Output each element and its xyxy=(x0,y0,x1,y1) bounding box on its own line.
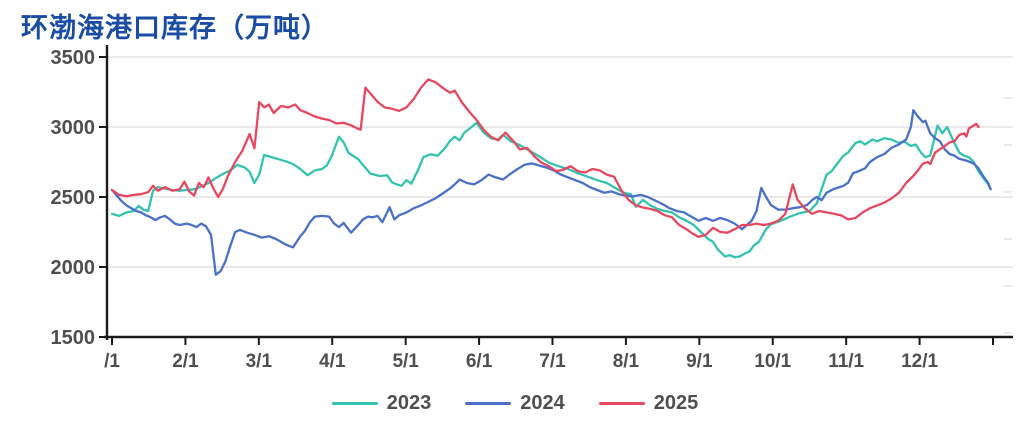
x-tick-label: 12/1 xyxy=(901,351,938,372)
y-tick-label: 3000 xyxy=(51,117,96,139)
x-tick-label: 11/1 xyxy=(828,351,864,372)
x-tick-label: 9/1 xyxy=(686,351,713,372)
legend-item-2023: 2023 xyxy=(331,392,432,415)
legend-line-swatch-2025-icon xyxy=(598,402,645,405)
x-tick-label: 4/1 xyxy=(319,351,346,372)
x-tick-label: 8/1 xyxy=(613,351,640,372)
y-tick-label: 2500 xyxy=(51,187,96,209)
series-line-2023 xyxy=(110,121,992,259)
legend-label-2025: 2025 xyxy=(653,392,699,414)
x-tick-label: 5/1 xyxy=(392,351,419,372)
x-tick-label: 3/1 xyxy=(246,351,273,372)
y-tick-label: 2000 xyxy=(51,257,96,279)
series-line-2025 xyxy=(110,78,980,239)
chart-legend: 2023 2024 2025 xyxy=(0,392,1030,415)
legend-line-swatch-2024-icon xyxy=(465,402,512,405)
series-line-2024 xyxy=(110,109,992,276)
legend-label-2024: 2024 xyxy=(520,392,565,414)
chart-title: 环渤海港口库存（万吨） xyxy=(21,13,329,43)
x-tick-label: /1 xyxy=(104,351,120,372)
x-tick-label: 10/1 xyxy=(754,351,791,372)
legend-line-swatch-2023-icon xyxy=(331,402,378,405)
x-tick-label: 2/1 xyxy=(172,351,199,372)
legend-item-2025: 2025 xyxy=(598,392,699,415)
y-tick-label: 1500 xyxy=(51,327,96,349)
x-tick-label: 6/1 xyxy=(466,351,493,372)
x-tick-label: 7/1 xyxy=(539,351,566,372)
legend-item-2024: 2024 xyxy=(465,392,565,415)
legend-label-2023: 2023 xyxy=(386,392,432,414)
y-tick-label: 3500 xyxy=(51,47,96,69)
